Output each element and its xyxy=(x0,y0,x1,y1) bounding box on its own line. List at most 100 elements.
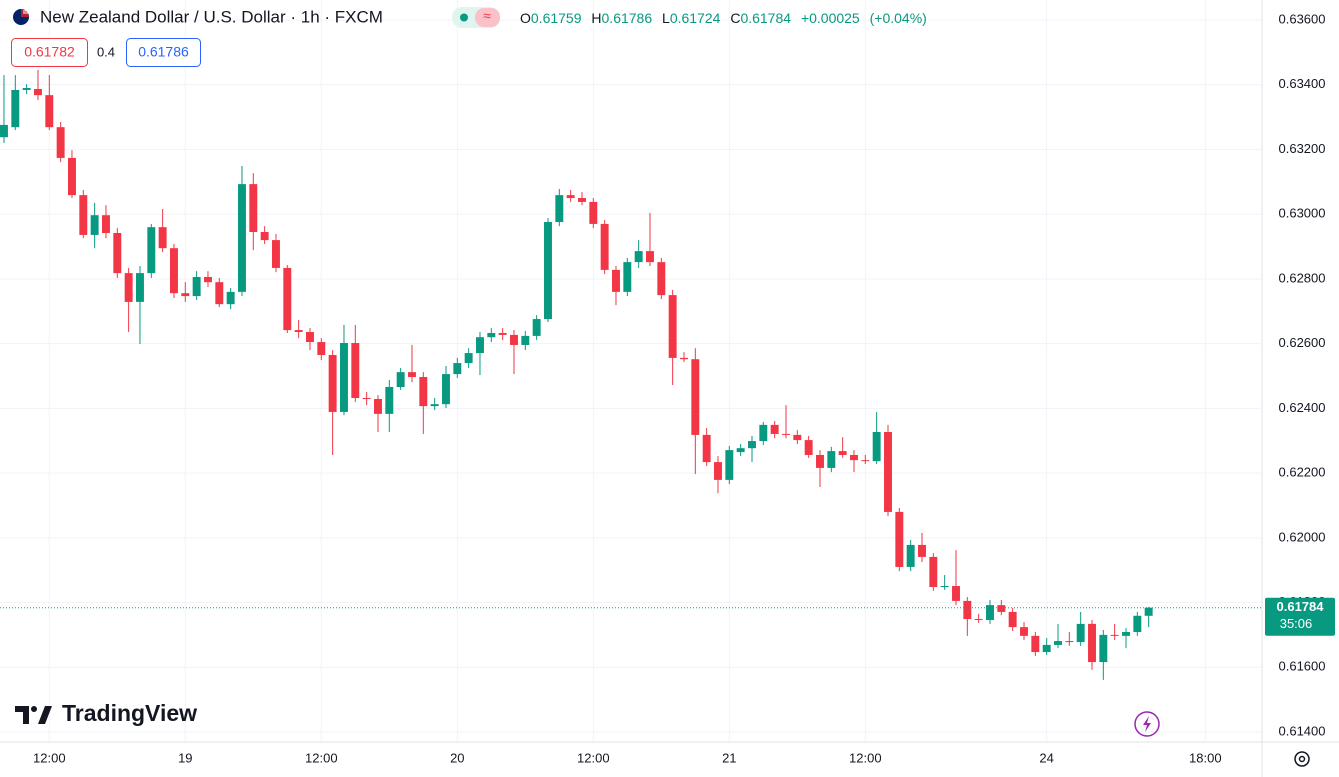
candle-body xyxy=(1008,611,1017,628)
candle-body xyxy=(668,295,677,358)
candle-body xyxy=(1122,631,1130,636)
candle-body xyxy=(600,223,609,270)
spread: 0.4 xyxy=(97,44,115,59)
candle-body xyxy=(192,276,201,297)
buy-price[interactable]: 0.61786 xyxy=(138,44,189,60)
candle-body xyxy=(997,605,1006,612)
high-key: H xyxy=(591,10,601,26)
settings-button[interactable] xyxy=(1294,751,1310,767)
candle-body xyxy=(419,376,428,407)
candle-body xyxy=(634,251,643,263)
candle-body xyxy=(328,354,337,412)
candle-body xyxy=(498,332,507,335)
candle-body xyxy=(136,273,144,302)
candles xyxy=(0,69,1153,680)
status-toggle[interactable]: ≈ xyxy=(452,7,500,28)
candle-body xyxy=(816,454,824,468)
candle-body xyxy=(736,448,745,453)
last-price-box xyxy=(1265,597,1335,636)
ohlc-line: O0.61759 H0.61786 L0.61724 C0.61784 +0.0… xyxy=(520,10,927,26)
candle-body xyxy=(294,330,303,333)
y-tick-label: 0.63000 xyxy=(1279,206,1326,221)
candle-body xyxy=(453,363,462,375)
y-tick-label: 0.63600 xyxy=(1279,12,1326,27)
candle-body xyxy=(442,374,450,405)
sell-button[interactable]: 0.61782 xyxy=(11,38,88,67)
buy-button[interactable]: 0.61786 xyxy=(126,38,201,67)
candle-body xyxy=(1133,615,1142,632)
open-key: O xyxy=(520,10,531,26)
candle-body xyxy=(680,357,688,360)
candle-body xyxy=(793,434,802,441)
candle-body xyxy=(464,353,473,364)
candle-body xyxy=(374,398,382,414)
candle-body xyxy=(555,195,564,222)
symbol-title[interactable]: New Zealand Dollar / U.S. Dollar · 1h · … xyxy=(40,7,383,26)
candle-body xyxy=(317,342,326,355)
y-tick-label: 0.62600 xyxy=(1279,335,1326,350)
x-tick-label: 12:00 xyxy=(33,750,66,765)
candle-body xyxy=(1031,635,1040,653)
candle-body xyxy=(691,359,700,435)
x-tick-label: 20 xyxy=(450,750,464,765)
candle-body xyxy=(124,273,133,302)
y-tick-label: 0.62200 xyxy=(1279,465,1326,480)
last-price-label: 0.61784 xyxy=(1277,599,1325,614)
svg-text:≈: ≈ xyxy=(483,8,491,24)
y-tick-label: 0.61600 xyxy=(1279,659,1326,674)
candle-body xyxy=(1020,627,1028,636)
axes: 0.614000.616000.618000.620000.622000.624… xyxy=(33,12,1325,766)
candle-body xyxy=(521,335,530,345)
low-key: L xyxy=(662,10,670,26)
x-tick-label: 12:00 xyxy=(577,750,610,765)
change-pct: (+0.04%) xyxy=(870,10,927,26)
candle-body xyxy=(986,605,994,621)
candle-body xyxy=(782,433,790,435)
x-tick-label: 18:00 xyxy=(1189,750,1222,765)
candle-body xyxy=(408,372,416,377)
candle-body xyxy=(884,431,892,512)
candle-body xyxy=(1076,623,1085,643)
candle-body xyxy=(11,89,20,128)
candle-body xyxy=(396,372,405,388)
high-value: 0.61786 xyxy=(602,10,653,26)
candle-body xyxy=(68,157,76,196)
candle-body xyxy=(838,451,847,455)
candle-body xyxy=(34,88,42,96)
x-tick-label: 24 xyxy=(1039,750,1053,765)
low-value: 0.61724 xyxy=(670,10,721,26)
close-key: C xyxy=(730,10,740,26)
symbol-flag xyxy=(13,9,29,25)
candle-body xyxy=(56,127,65,158)
y-tick-label: 0.63400 xyxy=(1279,76,1326,91)
candle-body xyxy=(895,511,904,567)
x-tick-label: 12:00 xyxy=(849,750,882,765)
candle-body xyxy=(861,460,870,462)
lightning-button[interactable] xyxy=(1134,711,1160,737)
candle-body xyxy=(1042,644,1051,653)
candle-body xyxy=(170,248,178,294)
sell-price[interactable]: 0.61782 xyxy=(24,44,75,60)
candle-body xyxy=(702,434,711,463)
candle-body xyxy=(204,276,212,283)
candle-body xyxy=(623,262,632,292)
grid xyxy=(0,0,1262,742)
candle-body xyxy=(22,88,31,90)
candle-body xyxy=(181,293,190,297)
candle-body xyxy=(272,240,280,268)
candle-body xyxy=(0,124,8,138)
y-tick-label: 0.62800 xyxy=(1279,270,1326,285)
candle-body xyxy=(306,332,314,343)
candle-body xyxy=(90,215,99,235)
y-tick-label: 0.62000 xyxy=(1279,529,1326,544)
candle-body xyxy=(748,441,756,449)
candle-body xyxy=(1065,641,1074,643)
candle-body xyxy=(725,450,734,480)
candle-body xyxy=(215,282,224,305)
candle-body xyxy=(238,184,246,292)
candle-body xyxy=(1088,623,1096,663)
x-tick-label: 21 xyxy=(722,750,736,765)
candle-body xyxy=(770,424,779,434)
candle-body xyxy=(45,95,54,128)
